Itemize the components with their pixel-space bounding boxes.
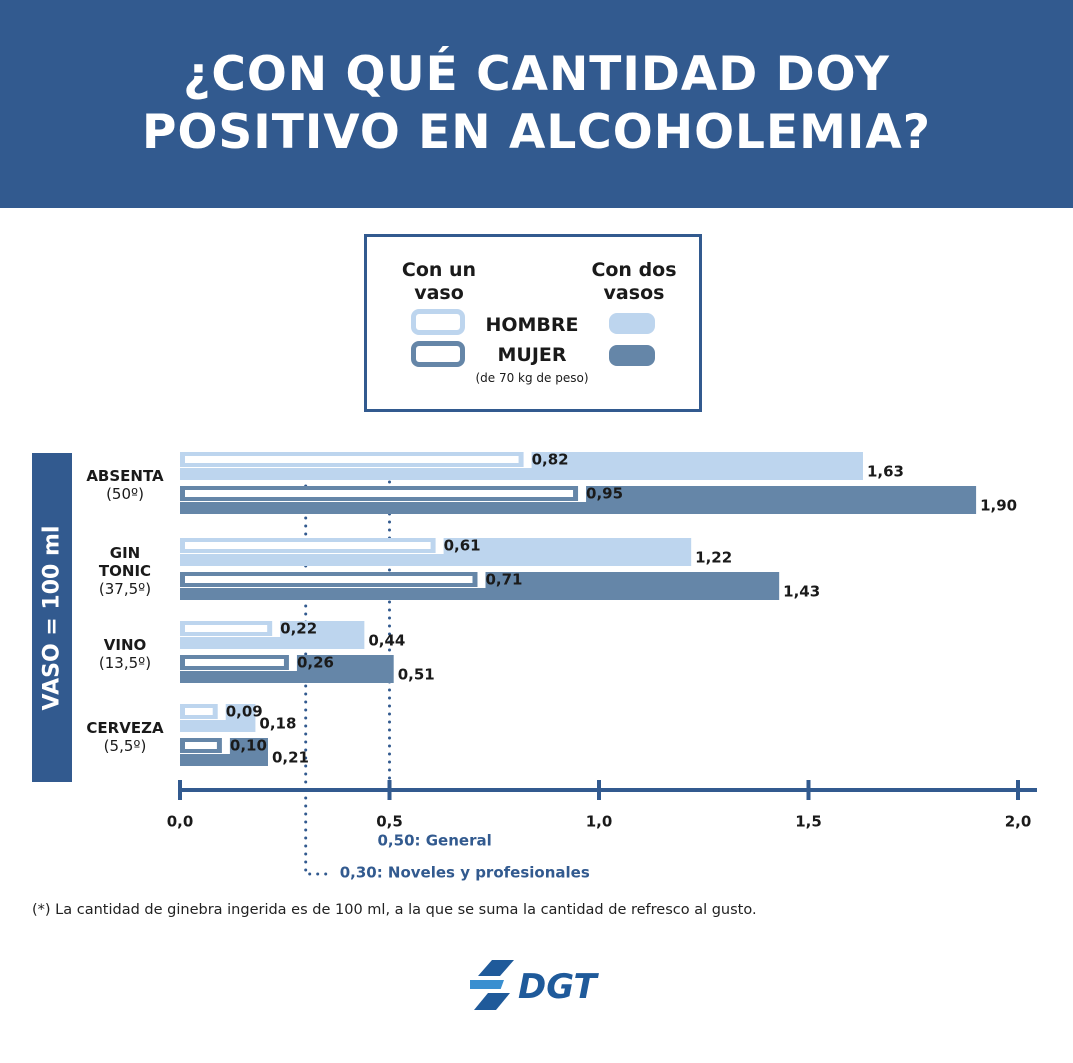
value-label-one-glass: 0,95: [586, 485, 623, 503]
bar-one-glass-inner: [185, 456, 519, 463]
value-label-two-glasses: 0,21: [272, 749, 309, 767]
category-label: ABSENTA (50º): [80, 467, 170, 503]
legend-one-glass: Con un vaso: [401, 259, 477, 304]
value-label-two-glasses: 1,90: [980, 497, 1017, 515]
footnote: (*) La cantidad de ginebra ingerida es d…: [32, 902, 757, 918]
category-text: ABSENTA: [86, 467, 164, 485]
bar-one-glass-inner: [185, 659, 284, 666]
bar-one-glass-inner: [185, 708, 213, 715]
category-text: (50º): [106, 485, 144, 503]
category-text: GIN: [109, 544, 141, 562]
legend-two-glasses: Con dos vasos: [591, 259, 677, 304]
bar-one-glass-inner: [185, 742, 217, 749]
bar-one-glass-inner: [185, 542, 431, 549]
category-text: (37,5º): [98, 580, 152, 598]
value-label-two-glasses: 1,22: [695, 549, 732, 567]
bar-one-glass-inner: [185, 490, 574, 497]
category-text: CERVEZA: [86, 719, 164, 737]
value-label-one-glass: 0,61: [444, 537, 481, 555]
value-label-one-glass: 0,82: [532, 451, 569, 469]
category-label: VINO (13,5º): [80, 636, 170, 672]
dgt-logo: DGT: [460, 958, 600, 1018]
x-tick-label: 0,5: [376, 813, 403, 831]
svg-text:DGT: DGT: [518, 967, 600, 1007]
value-label-one-glass: 0,22: [280, 620, 317, 638]
value-label-two-glasses: 1,63: [867, 463, 904, 481]
value-label-two-glasses: 1,43: [783, 583, 820, 601]
category-text: VINO: [103, 636, 147, 654]
legend: Con un vaso Con dos vasos HOMBRE MUJER (…: [364, 234, 702, 412]
value-label-one-glass: 0,10: [230, 737, 267, 755]
legend-mujer: MUJER: [497, 344, 567, 366]
x-tick-label: 0,0: [167, 813, 194, 831]
bar-one-glass-inner: [185, 576, 473, 583]
header-banner: ¿CON QUÉ CANTIDAD DOY POSITIVO EN ALCOHO…: [0, 0, 1073, 208]
value-label-two-glasses: 0,18: [259, 715, 296, 733]
value-label-one-glass: 0,26: [297, 654, 334, 672]
bar-one-glass-inner: [185, 625, 268, 632]
legend-swatch-hombre-two: [609, 313, 655, 334]
x-tick-label: 1,0: [586, 813, 613, 831]
category-text: TONIC: [98, 562, 152, 580]
x-tick-label: 2,0: [1005, 813, 1032, 831]
value-label-two-glasses: 0,44: [368, 632, 405, 650]
value-label-one-glass: 0,09: [226, 703, 263, 721]
threshold-line-noveles: [304, 484, 336, 876]
x-tick-label: 1,5: [795, 813, 822, 831]
title-line-1: ¿CON QUÉ CANTIDAD DOY: [183, 47, 890, 102]
legend-swatch-hombre-one: [411, 309, 465, 335]
category-text: (13,5º): [98, 654, 152, 672]
category-text: (5,5º): [103, 737, 147, 755]
threshold-label-noveles: 0,30: Noveles y profesionales: [340, 864, 590, 882]
value-label-two-glasses: 0,51: [398, 666, 435, 684]
page-title: ¿CON QUÉ CANTIDAD DOY POSITIVO EN ALCOHO…: [142, 46, 931, 162]
value-label-one-glass: 0,71: [485, 571, 522, 589]
legend-note: (de 70 kg de peso): [475, 371, 589, 385]
category-label: GIN TONIC (37,5º): [80, 544, 170, 598]
side-label-box: VASO = 100 ml: [32, 453, 72, 782]
legend-swatch-mujer-two: [609, 345, 655, 366]
legend-swatch-mujer-one: [411, 341, 465, 367]
title-line-2: POSITIVO EN ALCOHOLEMIA?: [142, 105, 931, 160]
category-label: CERVEZA (5,5º): [80, 719, 170, 755]
legend-hombre: HOMBRE: [485, 314, 579, 336]
threshold-label-general: 0,50: General: [378, 832, 492, 850]
